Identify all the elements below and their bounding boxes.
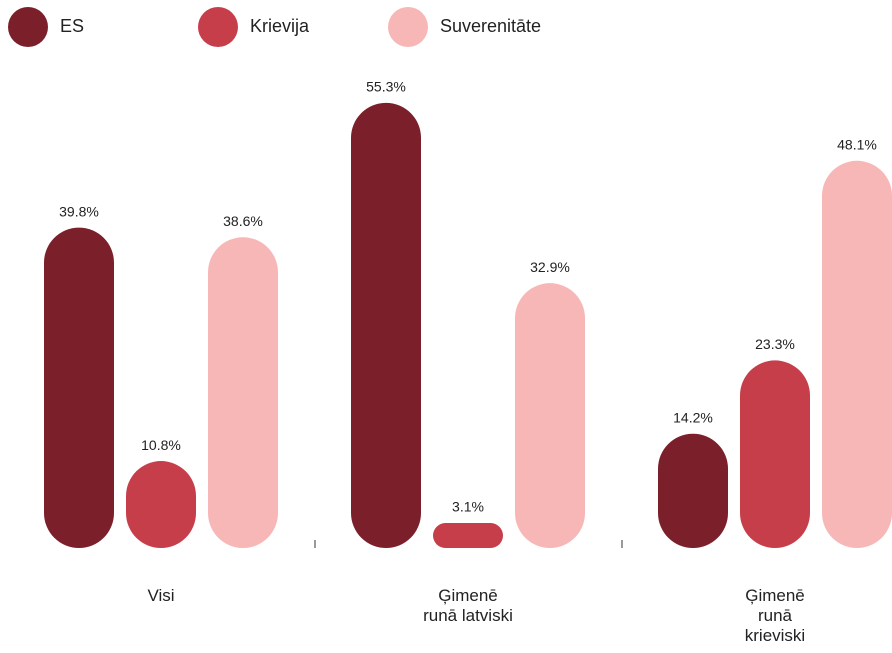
legend-swatch [198, 7, 238, 47]
value-label: 23.3% [755, 336, 795, 352]
legend-label: Krievija [250, 16, 310, 36]
bar [351, 102, 421, 549]
legend-swatch [388, 7, 428, 47]
legend-label: Suverenitāte [440, 16, 541, 36]
bar [126, 461, 196, 548]
value-label: 14.2% [673, 409, 713, 425]
bar [433, 523, 503, 548]
bar [44, 227, 114, 549]
value-label: 10.8% [141, 437, 181, 453]
bar [515, 283, 585, 548]
bar [822, 160, 892, 549]
value-label: 38.6% [223, 213, 263, 229]
value-label: 32.9% [530, 259, 570, 275]
value-label: 3.1% [452, 499, 484, 515]
value-label: 39.8% [59, 203, 99, 219]
value-label: 55.3% [366, 79, 406, 95]
category-label: Ģimenē runā latviski [423, 586, 513, 625]
category-label: Ģimenē runā krieviski [744, 586, 806, 645]
bar [208, 237, 278, 548]
bar [740, 360, 810, 548]
category-label: Visi [147, 586, 175, 605]
legend-label: ES [60, 16, 84, 36]
legend-swatch [8, 7, 48, 47]
value-label: 48.1% [837, 136, 877, 152]
bar [658, 433, 728, 548]
